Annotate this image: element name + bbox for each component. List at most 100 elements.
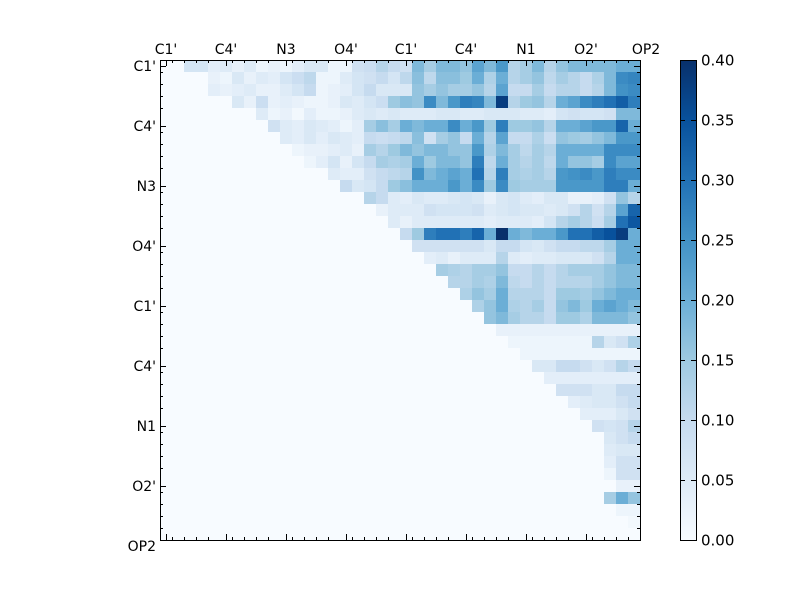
- heatmap-cell: [412, 204, 425, 217]
- heatmap-cell: [232, 108, 245, 121]
- heatmap-cell: [172, 240, 185, 253]
- heatmap-cell: [508, 120, 521, 133]
- heatmap-cell: [520, 516, 533, 529]
- heatmap-cell: [292, 204, 305, 217]
- heatmap-cell: [520, 420, 533, 433]
- heatmap-cell: [172, 432, 185, 445]
- heatmap-cell: [580, 312, 593, 325]
- heatmap-cell: [304, 456, 317, 469]
- heatmap-cell: [304, 360, 317, 373]
- heatmap-cell: [412, 276, 425, 289]
- heatmap-cell: [172, 264, 185, 277]
- heatmap-cell: [256, 456, 269, 469]
- heatmap-cell: [244, 468, 257, 481]
- heatmap-cell: [304, 492, 317, 505]
- heatmap-cell: [412, 516, 425, 529]
- heatmap-cell: [268, 396, 281, 409]
- heatmap-cell: [544, 444, 557, 457]
- heatmap-cell: [460, 336, 473, 349]
- heatmap-cell: [484, 480, 497, 493]
- heatmap-cell: [388, 252, 401, 265]
- heatmap-cell: [364, 264, 377, 277]
- heatmap-cell: [508, 300, 521, 313]
- heatmap-cell: [544, 468, 557, 481]
- heatmap-cell: [376, 336, 389, 349]
- heatmap-cell: [412, 216, 425, 229]
- heatmap-cell: [184, 192, 197, 205]
- heatmap-cell: [484, 276, 497, 289]
- heatmap-cell: [292, 348, 305, 361]
- heatmap-cell: [352, 432, 365, 445]
- heatmap-cell: [160, 336, 173, 349]
- heatmap-cell: [580, 84, 593, 97]
- heatmap-cell: [484, 468, 497, 481]
- heatmap-cell: [448, 168, 461, 181]
- heatmap-cell: [196, 240, 209, 253]
- heatmap-cell: [232, 276, 245, 289]
- heatmap-cell: [196, 276, 209, 289]
- heatmap-cell: [328, 408, 341, 421]
- heatmap-cell: [604, 264, 617, 277]
- heatmap-cell: [220, 240, 233, 253]
- heatmap-cell: [400, 312, 413, 325]
- heatmap-cell: [184, 408, 197, 421]
- heatmap-cell: [340, 444, 353, 457]
- heatmap-cell: [400, 444, 413, 457]
- heatmap-cell: [352, 324, 365, 337]
- heatmap-cell: [592, 384, 605, 397]
- heatmap-cell: [184, 84, 197, 97]
- heatmap-cell: [196, 420, 209, 433]
- heatmap-cell: [508, 468, 521, 481]
- heatmap-cell: [496, 204, 509, 217]
- heatmap-cell: [628, 144, 641, 157]
- heatmap-cell: [460, 144, 473, 157]
- heatmap-cell: [244, 180, 257, 193]
- heatmap-cell: [496, 264, 509, 277]
- heatmap-cell: [532, 432, 545, 445]
- heatmap-cell: [460, 156, 473, 169]
- heatmap-cell: [304, 60, 317, 73]
- heatmap-cell: [328, 492, 341, 505]
- heatmap-cell: [568, 336, 581, 349]
- heatmap-cell: [436, 348, 449, 361]
- heatmap-cell: [340, 240, 353, 253]
- heatmap-cell: [376, 444, 389, 457]
- heatmap-cell: [448, 216, 461, 229]
- heatmap-cell: [244, 216, 257, 229]
- heatmap-cell: [328, 336, 341, 349]
- heatmap-cell: [304, 528, 317, 541]
- heatmap-cell: [412, 144, 425, 157]
- heatmap-cell: [256, 168, 269, 181]
- heatmap-cell: [196, 372, 209, 385]
- heatmap-cell: [580, 120, 593, 133]
- heatmap-cell: [316, 156, 329, 169]
- heatmap-cell: [460, 492, 473, 505]
- heatmap-cell: [412, 108, 425, 121]
- heatmap-cell: [580, 348, 593, 361]
- heatmap-cell: [268, 528, 281, 541]
- heatmap-cell: [604, 504, 617, 517]
- heatmap-cell: [376, 84, 389, 97]
- heatmap-cell: [268, 132, 281, 145]
- heatmap-cell: [436, 192, 449, 205]
- heatmap-cell: [328, 444, 341, 457]
- heatmap-cell: [244, 384, 257, 397]
- heatmap-cell: [256, 288, 269, 301]
- heatmap-cell: [568, 120, 581, 133]
- heatmap-cell: [340, 264, 353, 277]
- heatmap-cell: [376, 384, 389, 397]
- heatmap-cell: [448, 108, 461, 121]
- heatmap-cell: [304, 300, 317, 313]
- heatmap-cell: [292, 444, 305, 457]
- heatmap-cell: [592, 372, 605, 385]
- heatmap-cell: [160, 396, 173, 409]
- heatmap-cell: [508, 516, 521, 529]
- heatmap-cell: [196, 120, 209, 133]
- heatmap-cell: [232, 528, 245, 541]
- heatmap-cell: [484, 492, 497, 505]
- heatmap-cell: [304, 348, 317, 361]
- heatmap-cell: [244, 336, 257, 349]
- heatmap-cell: [184, 528, 197, 541]
- heatmap-cell: [520, 72, 533, 85]
- heatmap-cell: [604, 60, 617, 73]
